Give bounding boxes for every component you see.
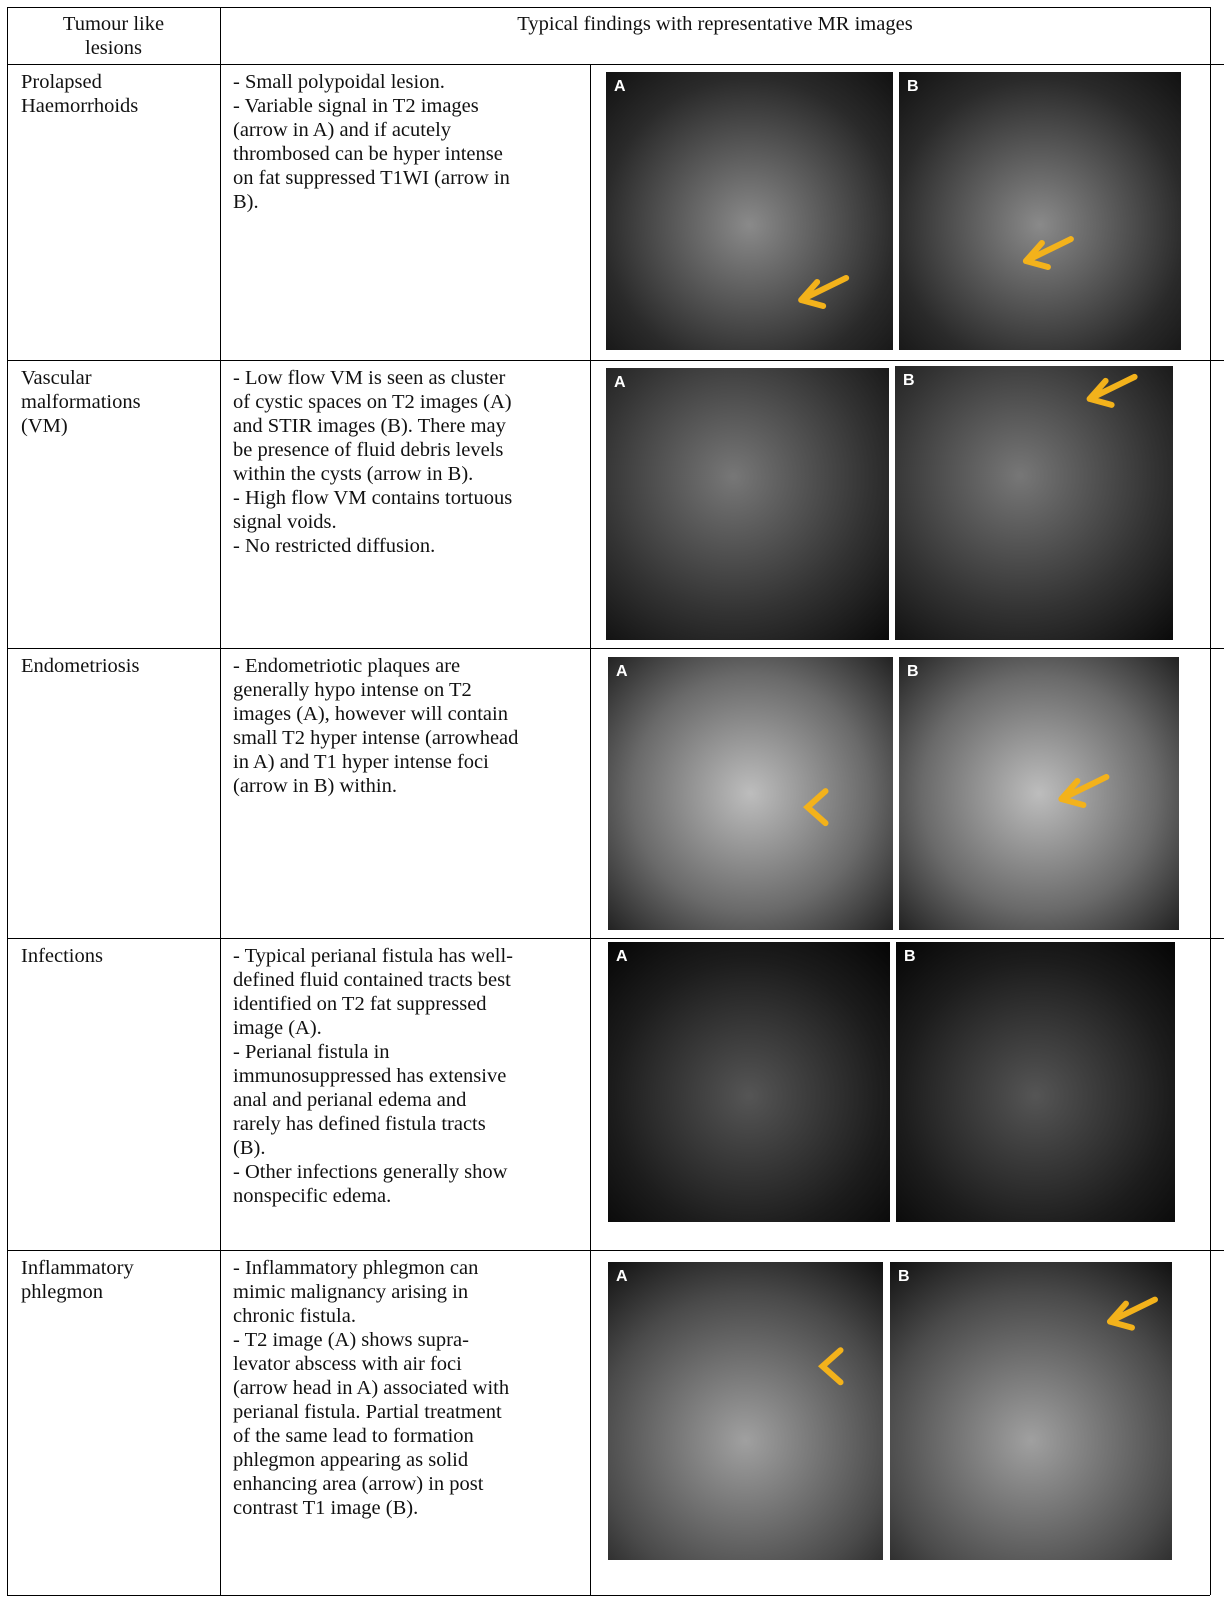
finding-line: - Endometriotic plaques are xyxy=(233,655,461,677)
finding-line: chronic fistula. xyxy=(233,1305,356,1327)
image-label: B xyxy=(907,78,919,95)
mr-image: A xyxy=(608,1262,883,1560)
table-border xyxy=(1210,7,1211,1595)
finding-line: immunosuppressed has extensive xyxy=(233,1065,507,1087)
finding-line: - Small polypoidal lesion. xyxy=(233,71,445,93)
finding-line: - Inflammatory phlegmon can xyxy=(233,1257,479,1279)
finding-line: within the cysts (arrow in B). xyxy=(233,463,474,485)
table-border xyxy=(7,7,8,1595)
finding-line: image (A). xyxy=(233,1017,322,1039)
finding-line: - Typical perianal fistula has well- xyxy=(233,945,513,967)
finding-line: contrast T1 image (B). xyxy=(233,1497,419,1519)
header-cell: Typical findings with representative MR … xyxy=(517,13,913,35)
mr-image: A xyxy=(606,72,893,350)
arrow xyxy=(1086,373,1138,408)
finding-line: small T2 hyper intense (arrowhead xyxy=(233,727,519,749)
header-cell: Tumour like xyxy=(62,13,165,35)
lesion-name: Prolapsed xyxy=(21,71,102,93)
table-border xyxy=(220,7,221,1595)
finding-line: rarely has defined fistula tracts xyxy=(233,1113,486,1135)
finding-line: be presence of fluid debris levels xyxy=(233,439,504,461)
header-cell: lesions xyxy=(85,37,142,59)
lesion-name: Haemorrhoids xyxy=(21,95,139,117)
finding-line: and STIR images (B). There may xyxy=(233,415,506,437)
image-label: B xyxy=(903,372,915,389)
mr-image: B xyxy=(899,657,1179,930)
table-border xyxy=(7,648,1224,649)
finding-line: on fat suppressed T1WI (arrow in xyxy=(233,167,510,189)
mr-image: B xyxy=(899,72,1181,350)
image-label: B xyxy=(904,948,916,965)
lesion-name: malformations xyxy=(21,391,141,413)
table-border xyxy=(7,7,1210,8)
mr-image: A xyxy=(608,657,893,930)
lesion-name: phlegmon xyxy=(21,1281,103,1303)
arrow xyxy=(1022,236,1074,271)
mr-image: A xyxy=(606,368,889,640)
image-label: B xyxy=(907,663,919,680)
finding-line: (B). xyxy=(233,1137,266,1159)
image-label: B xyxy=(898,1268,910,1285)
image-label: A xyxy=(614,374,626,391)
table-border xyxy=(7,1595,1210,1596)
finding-line: defined fluid contained tracts best xyxy=(233,969,511,991)
lesion-name: Infections xyxy=(21,945,103,967)
arrow xyxy=(1106,1296,1158,1331)
lesion-name: (VM) xyxy=(21,415,68,437)
mr-image: B xyxy=(890,1262,1172,1560)
finding-line: identified on T2 fat suppressed xyxy=(233,993,487,1015)
finding-line: - Low flow VM is seen as cluster xyxy=(233,367,506,389)
mr-image: B xyxy=(896,942,1175,1222)
arrow xyxy=(817,1347,844,1386)
image-label: A xyxy=(616,948,628,965)
image-label: A xyxy=(616,663,628,680)
finding-line: anal and perianal edema and xyxy=(233,1089,467,1111)
finding-line: in A) and T1 hyper intense foci xyxy=(233,751,489,773)
finding-line: - No restricted diffusion. xyxy=(233,535,436,557)
lesion-name: Vascular xyxy=(21,367,92,389)
finding-line: - Variable signal in T2 images xyxy=(233,95,479,117)
image-label: A xyxy=(616,1268,628,1285)
table-border xyxy=(7,360,1224,361)
lesion-name: Endometriosis xyxy=(21,655,140,677)
finding-line: - Other infections generally show xyxy=(233,1161,508,1183)
finding-line: (arrow in A) and if acutely xyxy=(233,119,452,141)
finding-line: thrombosed can be hyper intense xyxy=(233,143,503,165)
image-label: A xyxy=(614,78,626,95)
finding-line: - T2 image (A) shows supra- xyxy=(233,1329,469,1351)
finding-line: of cystic spaces on T2 images (A) xyxy=(233,391,512,413)
finding-line: of the same lead to formation xyxy=(233,1425,474,1447)
table-border xyxy=(7,1250,1224,1251)
arrow xyxy=(802,788,829,827)
finding-line: phlegmon appearing as solid xyxy=(233,1449,469,1471)
finding-line: (arrow in B) within. xyxy=(233,775,397,797)
finding-line: generally hypo intense on T2 xyxy=(233,679,472,701)
arrow xyxy=(798,274,850,309)
finding-line: images (A), however will contain xyxy=(233,703,508,725)
mr-image: B xyxy=(895,366,1173,640)
lesion-name: Inflammatory xyxy=(21,1257,134,1279)
arrow xyxy=(1058,773,1110,808)
finding-line: signal voids. xyxy=(233,511,337,533)
finding-line: levator abscess with air foci xyxy=(233,1353,462,1375)
finding-line: B). xyxy=(233,191,259,213)
mr-image: A xyxy=(608,942,890,1222)
table-border xyxy=(7,64,1224,65)
finding-line: enhancing area (arrow) in post xyxy=(233,1473,484,1495)
finding-line: mimic malignancy arising in xyxy=(233,1281,469,1303)
finding-line: perianal fistula. Partial treatment xyxy=(233,1401,502,1423)
finding-line: nonspecific edema. xyxy=(233,1185,392,1207)
table-border xyxy=(590,64,591,1595)
finding-line: (arrow head in A) associated with xyxy=(233,1377,510,1399)
table-border xyxy=(7,938,1224,939)
finding-line: - Perianal fistula in xyxy=(233,1041,390,1063)
finding-line: - High flow VM contains tortuous xyxy=(233,487,513,509)
